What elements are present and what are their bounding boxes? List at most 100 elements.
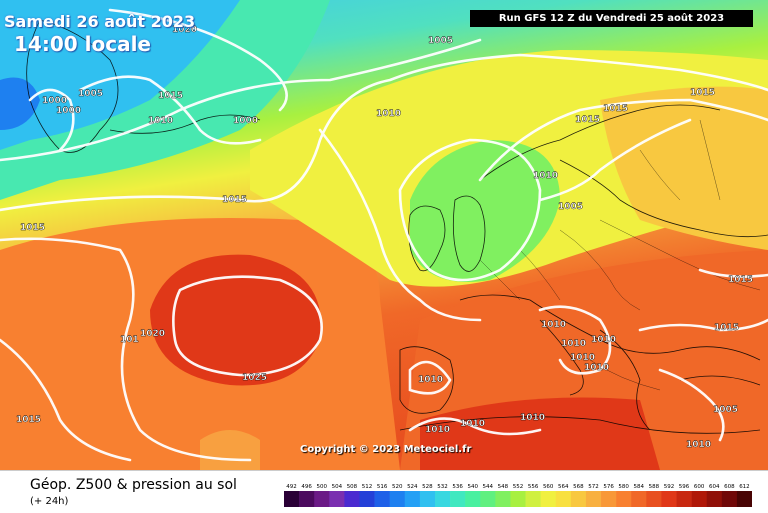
legend-tick-label: 504	[332, 484, 343, 490]
legend-swatch	[480, 491, 496, 507]
isobar-label: 1010	[148, 116, 173, 126]
legend-swatch	[284, 491, 300, 507]
isobar-label: 1010	[591, 335, 616, 345]
isobar-label: 1010	[520, 413, 545, 423]
isobar-label: 1010	[425, 425, 450, 435]
legend-swatch	[495, 491, 511, 507]
legend-swatch	[721, 491, 738, 507]
isobar-label: 1015	[16, 415, 41, 425]
legend-swatch	[736, 491, 752, 507]
legend-swatch	[450, 491, 466, 507]
zone-blue-northwest	[0, 0, 240, 150]
isobar-label: 1010	[561, 339, 586, 349]
legend-swatch	[631, 491, 647, 507]
legend-tick-label: 544	[483, 484, 494, 490]
legend-swatch	[601, 491, 617, 507]
copyright-label: Copyright © 2023 Meteociel.fr	[300, 444, 472, 455]
legend-tick-label: 524	[407, 484, 418, 490]
borders	[479, 119, 761, 391]
legend-tick-label: 516	[377, 484, 388, 490]
legend-tick-label: 604	[709, 484, 720, 490]
isobar-label: 1015	[714, 323, 739, 333]
legend-tick-label: 556	[528, 484, 539, 490]
legend-tick-label: 508	[347, 484, 358, 490]
legend-tick-label: 492	[286, 484, 297, 490]
isobar-label: 1015	[575, 115, 600, 125]
legend-swatch	[314, 491, 330, 507]
legend-swatch	[299, 491, 315, 507]
legend-swatch	[555, 491, 572, 507]
isobar-lines	[0, 8, 768, 462]
legend-tick-label: 500	[316, 484, 327, 490]
legend-swatch	[525, 491, 541, 507]
legend-tick-label: 592	[664, 484, 675, 490]
isobar-label: 1020	[172, 25, 197, 35]
isobar-label: 1000	[42, 96, 67, 106]
legend-tick-label: 560	[543, 484, 554, 490]
legend-swatch	[661, 491, 677, 507]
isobar-label: 1025	[242, 373, 267, 383]
isobar-label: 101	[120, 335, 139, 345]
legend-tick-label: 564	[558, 484, 569, 490]
isobar-label: 1005	[558, 202, 583, 212]
legend-tick-label: 568	[573, 484, 584, 490]
legend-tick-label: 608	[724, 484, 735, 490]
zone-orange-spot	[200, 430, 260, 470]
zone-red-high	[150, 254, 322, 386]
footer: Géop. Z500 & pression au sol (+ 24h) 492…	[0, 470, 768, 513]
legend-tick-label: 552	[513, 484, 524, 490]
legend-tick-label: 584	[634, 484, 645, 490]
legend-swatch	[419, 491, 436, 507]
legend-tick-label: 596	[679, 484, 690, 490]
legend-swatch	[585, 491, 602, 507]
isobar-label: 1000	[56, 106, 81, 116]
isobar-label: 1010	[584, 363, 609, 373]
legend-swatch	[329, 491, 345, 507]
isobar-label: 1005	[713, 405, 738, 415]
isobar-label: 1020	[140, 329, 165, 339]
isobar-label: 1000	[233, 116, 258, 126]
legend-swatch	[359, 491, 375, 507]
isobar-label: 1015	[222, 195, 247, 205]
legend-tick-label: 588	[649, 484, 660, 490]
legend-swatch	[404, 491, 421, 507]
legend-swatch	[434, 491, 451, 507]
legend-tick-label: 580	[618, 484, 629, 490]
lead-time-label: (+ 24h)	[30, 496, 69, 507]
isobar-label: 1015	[728, 275, 753, 285]
legend-swatch	[676, 491, 692, 507]
zone-blue-deep	[0, 77, 40, 130]
legend-tick-label: 576	[603, 484, 614, 490]
legend-swatch	[344, 491, 360, 507]
isobar-label: 1010	[533, 171, 558, 181]
isobar-label: 1015	[690, 88, 715, 98]
isobar-label: 1010	[376, 109, 401, 119]
isobar-label: 1010	[418, 375, 443, 385]
legend-tick-label: 540	[467, 484, 478, 490]
legend-swatch	[510, 491, 526, 507]
legend-tick-label: 600	[694, 484, 705, 490]
legend-tick-label: 512	[362, 484, 373, 490]
legend-tick-label: 520	[392, 484, 403, 490]
isobar-label: 1010	[541, 320, 566, 330]
legend-swatch	[616, 491, 632, 507]
legend-swatch	[706, 491, 723, 507]
isobar-label: 1010	[686, 440, 711, 450]
legend-tick-label: 496	[301, 484, 312, 490]
color-legend: 492 496 500 504 508 512 516 520 524 528 532 536 540 5…	[284, 484, 752, 507]
isobar-label: 1005	[78, 89, 103, 99]
legend-tick-label: 528	[422, 484, 433, 490]
isobar-label: 1015	[158, 91, 183, 101]
legend-swatch	[570, 491, 587, 507]
legend-swatch	[374, 491, 390, 507]
isobar-label: 1010	[460, 419, 485, 429]
legend-swatch	[389, 491, 406, 507]
time-label: 14:00 locale	[14, 32, 151, 56]
isobar-label: 1015	[20, 223, 45, 233]
legend-swatch	[540, 491, 557, 507]
isobar-label: 1010	[570, 353, 595, 363]
legend-tick-label: 548	[498, 484, 509, 490]
